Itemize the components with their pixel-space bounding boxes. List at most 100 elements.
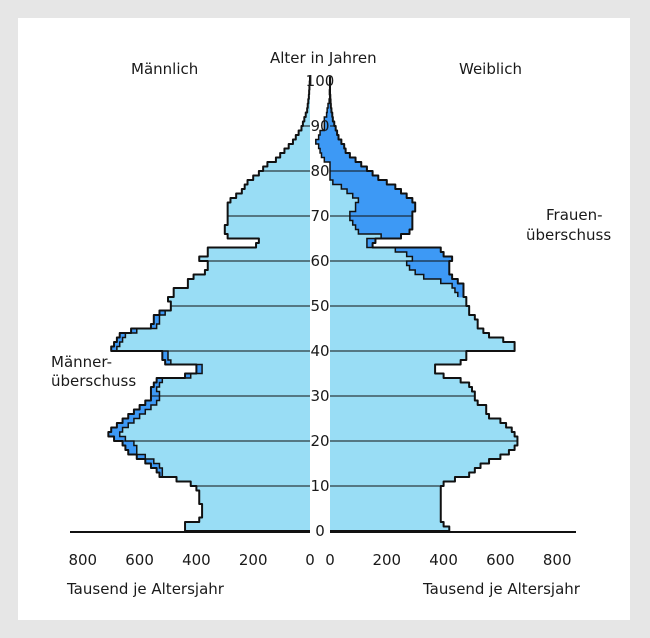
male-surplus-bar [156,468,163,473]
female-surplus-bar [349,211,413,217]
male-surplus-bar [125,445,137,451]
female-bar [330,306,470,311]
male-surplus-bar [159,310,166,316]
male-bar [298,130,310,136]
male-bar [280,153,310,158]
male-bar [207,247,310,253]
female-bar [330,198,359,203]
female-surplus-boundary [315,81,459,297]
x-tick-label-right: 200 [372,551,401,569]
male-surplus-bar [153,315,160,320]
female-surplus-bar [332,180,387,185]
female-bar [330,301,467,307]
female-bar [330,445,515,451]
male-surplus-bar [145,459,154,464]
male-bar [159,382,310,388]
male-bar [153,459,310,464]
population-pyramid-chart: 800 600 400 200 0 0 200 400 600 800 0 10 20 30 40 50 60 7… [68,72,576,569]
female-bar [330,391,475,397]
female-bar [330,315,475,320]
female-bar [330,526,450,532]
male-surplus-bar [139,405,151,410]
male-bar [305,112,310,118]
female-bar [330,378,461,383]
male-label: Männlich [131,60,199,78]
female-bar [330,256,413,262]
female-bar [330,486,441,491]
female-bar [330,441,518,446]
female-surplus-bar [406,261,450,266]
chart-panel: 800 600 400 200 0 0 200 400 600 800 0 10 20 30 40 50 60 7… [18,18,630,620]
male-surplus-boundary [116,310,203,477]
male-bar [227,207,310,212]
male-surplus-bar [150,391,160,397]
x-tick-label-right: 800 [543,551,572,569]
male-bar [136,445,310,451]
male-bar [202,508,310,514]
male-bar [173,288,310,293]
male-surplus-bar [196,364,203,370]
female-outline [329,76,519,532]
female-bar [330,436,518,442]
male-bar [199,495,310,500]
male-bar [116,346,310,352]
female-label: Weiblich [459,60,522,78]
female-surplus-bar [324,126,336,131]
male-bars [108,81,311,532]
female-bar [330,324,478,329]
female-bar [330,396,475,401]
male-bar [202,364,310,370]
female-surplus-bar [355,207,416,212]
female-surplus-bar [358,229,410,235]
male-bar [253,175,310,181]
female-bar [330,225,356,230]
female-bar [330,490,441,496]
male-bar [159,391,310,397]
female-bar [330,360,461,365]
male-surplus-bar [150,396,160,401]
female-bar [330,346,515,352]
male-bar [199,256,310,262]
female-surplus-annotation-line1: Frauen- [546,206,603,224]
age-tick-label: 70 [310,207,329,225]
female-bar [330,517,441,523]
male-bar [156,387,310,392]
female-surplus-bar [324,117,333,122]
female-bar [330,211,350,217]
male-bar [170,301,310,307]
male-bar [199,517,310,523]
age-tick-label: 40 [310,342,329,360]
male-bar [227,216,310,221]
male-surplus-bar [150,387,157,392]
x-tick-label-right: 600 [486,551,515,569]
male-surplus-bar [128,414,140,419]
female-bars [315,81,518,532]
female-bar [330,189,348,194]
male-surplus-bar [111,427,123,433]
age-tick-label: 30 [310,387,329,405]
female-bar [330,234,382,239]
female-bar [330,508,441,514]
male-bar [162,378,310,383]
male-bar [224,229,310,235]
female-surplus-bar [315,139,342,145]
female-bar [330,216,350,221]
male-bar [288,144,310,149]
female-surplus-bar [415,270,450,275]
female-surplus-bar [324,157,356,163]
female-bar [330,427,512,433]
female-bar [330,351,467,356]
female-surplus-bar [352,220,413,226]
male-bar [190,481,310,487]
male-bar [122,337,310,343]
male-surplus-bar [111,346,117,352]
male-bar [170,306,310,311]
male-surplus-annotation-line2: überschuss [51,372,137,390]
male-surplus-bar [122,441,134,446]
male-bar [207,261,310,266]
female-bar [330,220,353,226]
female-bar [330,463,481,469]
male-surplus-bar [136,454,146,460]
female-surplus-bar [330,166,367,172]
age-tick-label: 60 [310,252,329,270]
